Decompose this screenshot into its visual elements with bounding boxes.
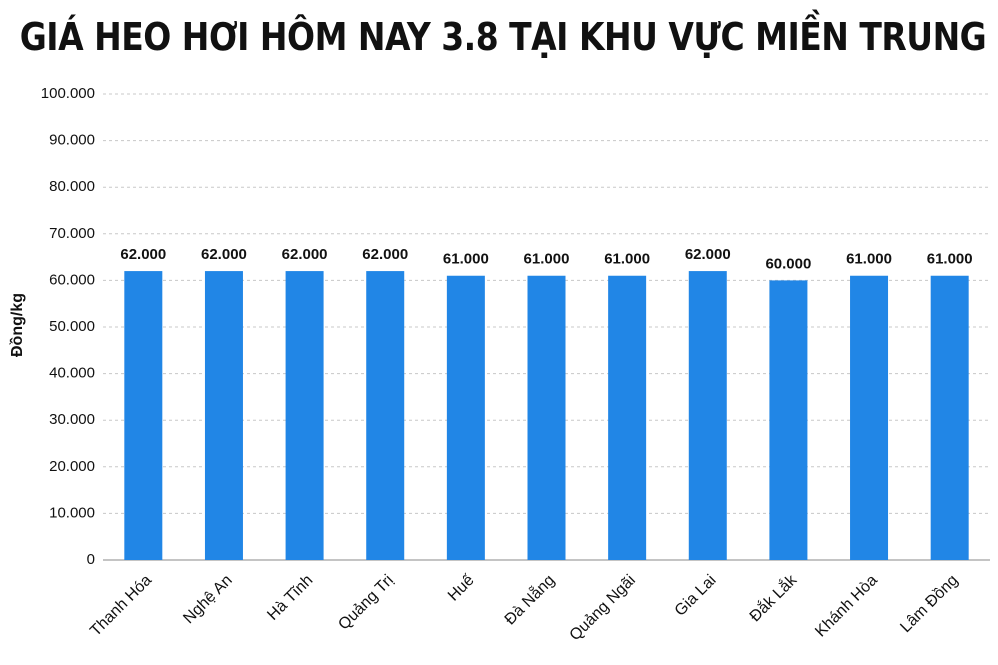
x-tick-label: Huế — [445, 572, 478, 605]
y-tick-label: 20.000 — [49, 458, 95, 475]
bar — [608, 275, 647, 560]
x-tick-label: Gia Lai — [672, 572, 720, 620]
value-label: 62.000 — [201, 246, 247, 263]
x-tick-label: Hà Tĩnh — [264, 572, 316, 624]
chart-title: GIÁ HEO HƠI HÔM NAY 3.8 TẠI KHU VỰC MIỀN… — [20, 9, 987, 59]
bar — [204, 271, 243, 560]
bar — [930, 275, 969, 560]
y-tick-label: 60.000 — [49, 271, 95, 288]
bar — [124, 271, 163, 560]
bar — [850, 275, 889, 560]
value-label: 61.000 — [927, 251, 973, 268]
y-tick-label: 30.000 — [49, 411, 95, 428]
value-label: 62.000 — [120, 246, 166, 263]
y-tick-label: 10.000 — [49, 504, 95, 521]
bar — [769, 280, 808, 560]
x-tick-label: Thanh Hóa — [87, 572, 155, 640]
x-tick-label: Quảng Ngãi — [567, 572, 639, 644]
value-label: 62.000 — [685, 246, 731, 263]
value-label: 62.000 — [282, 246, 328, 263]
value-label: 61.000 — [604, 251, 650, 268]
y-tick-label: 40.000 — [49, 365, 95, 382]
x-tick-label: Nghệ An — [180, 572, 235, 627]
y-axis-label: Đồng/kg — [9, 293, 26, 357]
x-tick-label: Lâm Đồng — [897, 572, 961, 636]
value-label: 62.000 — [362, 246, 408, 263]
value-label: 60.000 — [765, 255, 811, 272]
bar — [446, 275, 485, 560]
x-tick-label: Quảng Trị — [335, 572, 397, 634]
y-tick-label: 100.000 — [41, 85, 95, 102]
x-tick-label: Khánh Hòa — [812, 572, 881, 641]
bar — [527, 275, 566, 560]
y-tick-label: 0 — [87, 551, 95, 568]
bar — [688, 271, 727, 560]
value-label: 61.000 — [846, 251, 892, 268]
y-tick-label: 50.000 — [49, 318, 95, 335]
y-tick-label: 70.000 — [49, 225, 95, 242]
x-tick-label: Đắk Lắk — [745, 570, 801, 626]
value-label: 61.000 — [443, 251, 489, 268]
y-tick-label: 80.000 — [49, 178, 95, 195]
bar — [366, 271, 405, 560]
value-label: 61.000 — [524, 251, 570, 268]
x-tick-label: Đà Nẵng — [500, 570, 558, 628]
y-tick-label: 90.000 — [49, 132, 95, 149]
bar — [285, 271, 324, 560]
